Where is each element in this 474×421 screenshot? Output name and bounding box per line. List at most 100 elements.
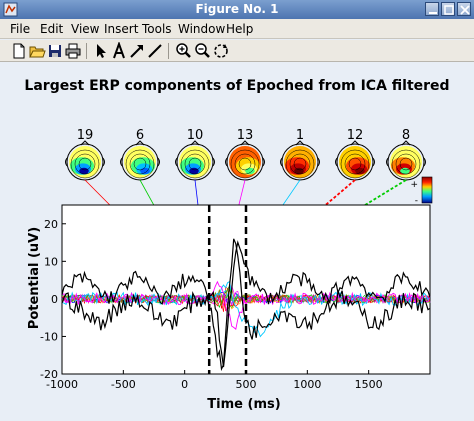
scalp-contour-line (238, 157, 252, 171)
open-folder-icon (29, 46, 46, 58)
scalp-contour-line (180, 149, 210, 179)
save-button[interactable] (46, 42, 64, 60)
scalp-contour-line (125, 149, 155, 179)
draw-line-icon (148, 44, 162, 58)
scalp-map-6: 6 (120, 128, 160, 181)
component-label: 6 (136, 128, 144, 143)
scalp-contour-line (133, 157, 147, 171)
menu-window[interactable]: Window (178, 22, 226, 36)
head-nose (190, 140, 200, 146)
arrow-icon (97, 44, 106, 58)
head-nose (350, 140, 360, 146)
x-tick-label: -500 (111, 378, 136, 391)
insert-text-button[interactable] (110, 41, 128, 60)
scalp-contour-line (348, 157, 362, 171)
rotate-icon (214, 44, 228, 58)
head-ears (120, 157, 160, 167)
figure-title: Largest ERP components of Epoched from I… (24, 78, 450, 94)
toolbar-separator (168, 43, 169, 59)
scalp-contour-line (74, 153, 96, 175)
head-ears (386, 157, 426, 167)
scalp-contour (400, 167, 410, 175)
erp-trace (61, 238, 431, 372)
open-button[interactable] (28, 42, 46, 60)
head-ears (280, 157, 320, 167)
scalp-map-1: 1 (280, 128, 320, 181)
y-tick-label: -10 (40, 330, 58, 343)
scalp-contour (245, 167, 255, 175)
new-file-button[interactable] (10, 42, 28, 60)
head-ears (335, 157, 375, 167)
maximize-button[interactable] (441, 2, 455, 16)
scalp-contour (189, 167, 199, 175)
print-button[interactable] (64, 42, 82, 60)
head-nose (295, 140, 305, 146)
scalp-map-8: 8 (386, 128, 426, 181)
menu-file[interactable]: File (10, 22, 31, 36)
menu-edit[interactable]: Edit (40, 22, 64, 36)
component-label: 10 (187, 128, 204, 143)
zoom-in-icon (176, 43, 191, 58)
close-button[interactable] (457, 2, 471, 16)
component-label: 12 (347, 128, 364, 143)
colorbar-gradient (421, 176, 433, 204)
scalp-contour-line (293, 157, 307, 171)
erp-plot: 19 6 10 13 1 12 8 + - -1000 -500 0 500 1000 1500-20… (27, 128, 433, 412)
select-arrow-button[interactable] (92, 42, 110, 60)
scalp-contour-line (340, 149, 370, 179)
window-title: Figure No. 1 (195, 2, 279, 16)
component-label: 19 (77, 128, 94, 143)
insert-arrow-button[interactable] (128, 42, 146, 60)
title-bar[interactable]: Figure No. 1 (0, 0, 474, 19)
scalp-contour-line (285, 149, 315, 179)
menu-tools[interactable]: Tools (142, 22, 172, 36)
zoom-out-icon (195, 43, 210, 58)
component-label: 8 (402, 128, 410, 143)
scalp-contour (294, 167, 304, 175)
menu-help[interactable]: Help (226, 22, 254, 36)
toolbar-separator (86, 43, 87, 59)
rotate-button[interactable] (212, 42, 230, 60)
scalp-map-10: 10 (175, 128, 215, 181)
figure-canvas[interactable]: Largest ERP components of Epoched from I… (0, 63, 474, 421)
toolbar (0, 40, 474, 62)
y-tick-label: 10 (44, 255, 58, 268)
scalp-contour-line (230, 149, 260, 179)
text-tool-icon (113, 41, 125, 59)
menu-bar: File Edit View Insert Tools Window Help (0, 19, 474, 39)
y-tick-label: 0 (51, 293, 58, 306)
y-tick-label: 20 (44, 218, 58, 231)
component-label: 13 (237, 128, 254, 143)
scalp-contour-line (391, 149, 421, 179)
scalp-contour-line (395, 153, 417, 175)
scalp-maps: 19 6 10 13 1 12 8 (65, 128, 426, 181)
matlab-icon[interactable] (3, 2, 18, 17)
new-file-icon (13, 43, 25, 59)
x-tick-label: 1000 (293, 378, 321, 391)
y-axis-label: Potential (uV) (27, 227, 42, 329)
menu-view[interactable]: View (71, 22, 100, 36)
scalp-contour (79, 167, 89, 175)
minimize-button[interactable] (425, 2, 439, 16)
scalp-contour-line (234, 153, 256, 175)
scalp-contour (355, 167, 365, 175)
close-icon (460, 5, 470, 15)
scalp-map-13: 13 (225, 128, 265, 181)
time-markers (207, 205, 248, 374)
x-tick-label: 0 (181, 378, 188, 391)
insert-line-button[interactable] (146, 42, 164, 60)
zoom-in-button[interactable] (174, 42, 192, 60)
head-nose (135, 140, 145, 146)
scalp-map-19: 19 (65, 128, 105, 181)
x-tick-label: 500 (236, 378, 257, 391)
scalp-contour-line (70, 149, 100, 179)
x-tick-label: -1000 (46, 378, 78, 391)
colorbar: + - (410, 176, 433, 206)
menu-insert[interactable]: Insert (104, 22, 139, 36)
scalp-contour-line (188, 157, 202, 171)
head-ears (65, 157, 105, 167)
scalp-contour (140, 167, 150, 175)
colorbar-minus-label: - (415, 196, 418, 206)
zoom-out-button[interactable] (193, 42, 211, 60)
